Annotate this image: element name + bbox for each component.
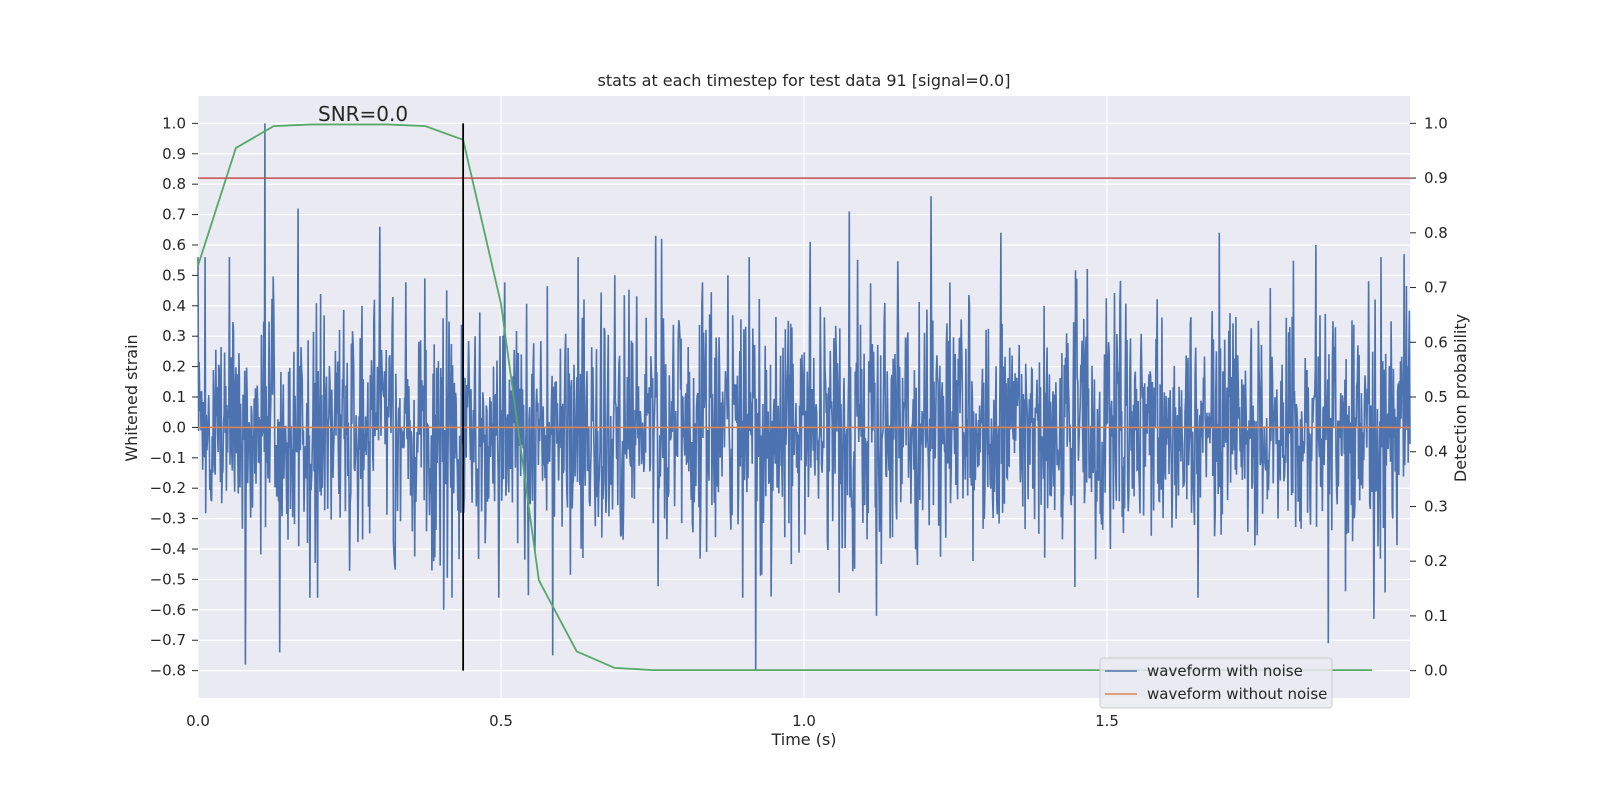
- y2-tick-label: 0.0: [1424, 662, 1448, 680]
- y2-tick-label: 0.9: [1424, 169, 1448, 187]
- y2-tick-label: 0.8: [1424, 224, 1448, 242]
- y2-tick-label: 0.2: [1424, 552, 1448, 570]
- reference-lines: [198, 123, 1410, 671]
- y-tick-label: −0.8: [150, 662, 186, 680]
- y2-tick-label: 0.3: [1424, 497, 1448, 515]
- y-tick-label: −0.6: [150, 601, 186, 619]
- waveform-with-noise-line: [197, 123, 1411, 671]
- y-tick-label: −0.4: [150, 540, 186, 558]
- chart-title: stats at each timestep for test data 91 …: [598, 71, 1011, 90]
- x-tick-label: 1.0: [792, 712, 816, 730]
- y-tick-label: 0.6: [162, 236, 186, 254]
- legend-label-clean: waveform without noise: [1147, 685, 1327, 703]
- x-axis-label: Time (s): [770, 730, 836, 749]
- y-tick-label: 0.1: [162, 388, 186, 406]
- y-tick-label: 0.2: [162, 358, 186, 376]
- series-waveform-with-noise: [197, 123, 1411, 671]
- x-tick-label: 0.0: [186, 712, 210, 730]
- x-tick-label: 0.5: [489, 712, 513, 730]
- y-tick-label: 0.0: [162, 418, 186, 436]
- snr-annotation: SNR=0.0: [318, 102, 408, 126]
- legend: waveform with noise waveform without noi…: [1099, 657, 1333, 709]
- legend-box: [1099, 657, 1333, 709]
- y-axis-label: Whitened strain: [122, 334, 141, 461]
- y-axis-ticks: −0.8 −0.7 −0.6 −0.5 −0.4 −0.3 −0.2 −0.1 0.0 0.1 0.…: [150, 114, 198, 680]
- y2-tick-label: 1.0: [1424, 114, 1448, 132]
- x-tick-label: 1.5: [1095, 712, 1119, 730]
- y2-tick-label: 0.6: [1424, 333, 1448, 351]
- y-tick-label: 0.3: [162, 327, 186, 345]
- y-tick-label: 0.5: [162, 266, 186, 284]
- y-tick-label: 0.8: [162, 175, 186, 193]
- x-axis-ticks: 0.0 0.5 1.0 1.5: [186, 712, 1119, 730]
- y-tick-label: 0.4: [162, 297, 186, 315]
- y-tick-label: 1.0: [162, 114, 186, 132]
- y-tick-label: 0.7: [162, 206, 186, 224]
- y2-tick-label: 0.7: [1424, 279, 1448, 297]
- y-tick-label: −0.7: [150, 631, 186, 649]
- y2-axis-label: Detection probability: [1451, 314, 1470, 482]
- y-tick-label: −0.1: [150, 449, 186, 467]
- y2-axis-ticks: 0.0 0.1 0.2 0.3 0.4 0.5 0.6 0.7 0.8 0.9 1.0: [1410, 114, 1448, 680]
- y-tick-label: 0.9: [162, 145, 186, 163]
- y2-tick-label: 0.4: [1424, 443, 1448, 461]
- y-tick-label: −0.2: [150, 479, 186, 497]
- y-tick-label: −0.3: [150, 510, 186, 528]
- y-tick-label: −0.5: [150, 570, 186, 588]
- y2-tick-label: 0.5: [1424, 388, 1448, 406]
- y2-tick-label: 0.1: [1424, 607, 1448, 625]
- legend-label-noisy: waveform with noise: [1147, 662, 1303, 680]
